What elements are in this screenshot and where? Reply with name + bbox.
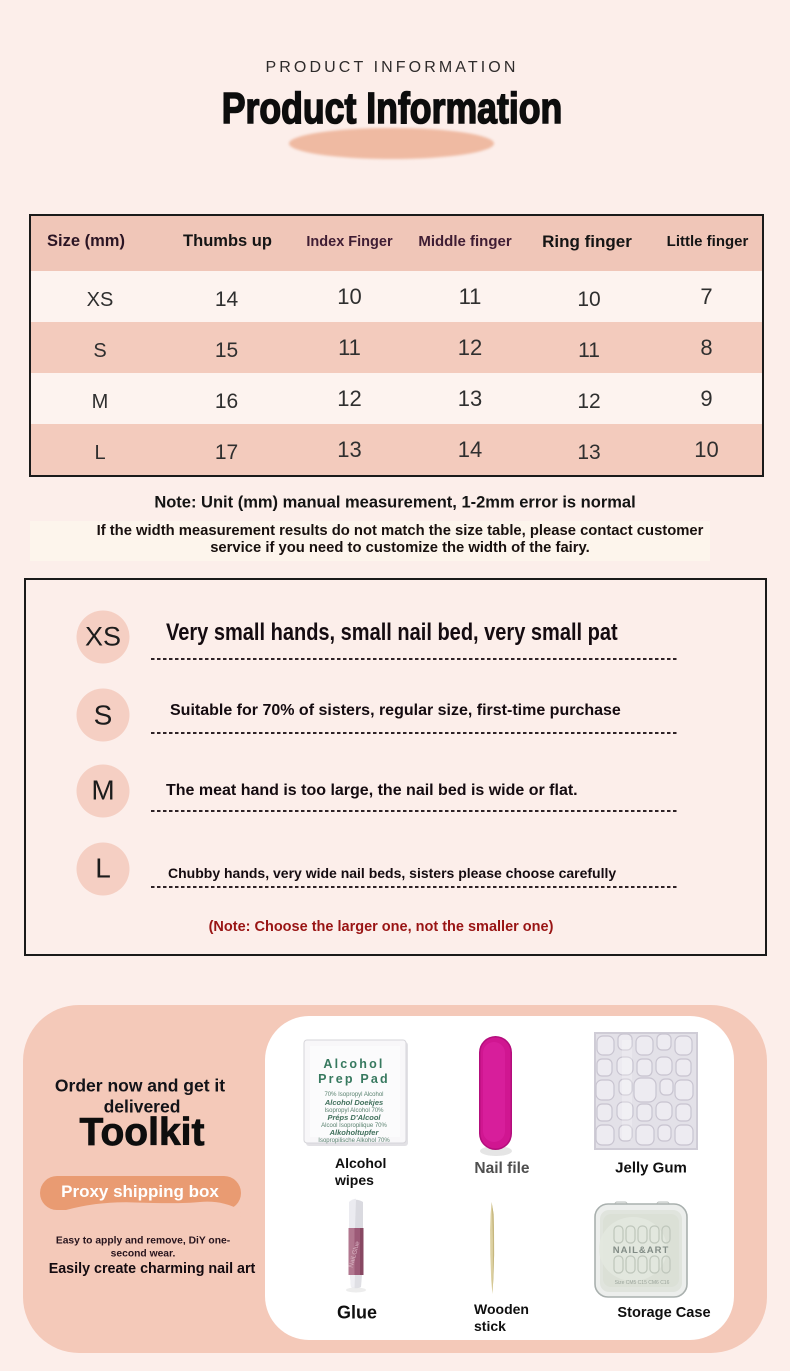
- svg-text:70% Isopropyl Alcohol: 70% Isopropyl Alcohol: [324, 1092, 383, 1098]
- svg-text:Alcohol Doekjes: Alcohol Doekjes: [324, 1098, 383, 1107]
- svg-text:Alcool Isopropilique 70%: Alcool Isopropilique 70%: [321, 1123, 387, 1129]
- svg-text:Prep Pad: Prep Pad: [318, 1072, 390, 1086]
- svg-text:Isopropilische Alkohol 70%: Isopropilische Alkohol 70%: [318, 1138, 390, 1144]
- svg-text:Préps D'Alcool: Préps D'Alcool: [327, 1113, 381, 1122]
- svg-text:Isopropyl Alcohol 70%: Isopropyl Alcohol 70%: [324, 1108, 384, 1114]
- svg-text:Alkoholtupfer: Alkoholtupfer: [329, 1128, 380, 1137]
- svg-text:NAIL&ART: NAIL&ART: [613, 1245, 670, 1256]
- svg-text:Size CM5 C15 CM6 C16: Size CM5 C15 CM6 C16: [615, 1280, 670, 1286]
- svg-text:Alcohol: Alcohol: [323, 1057, 384, 1071]
